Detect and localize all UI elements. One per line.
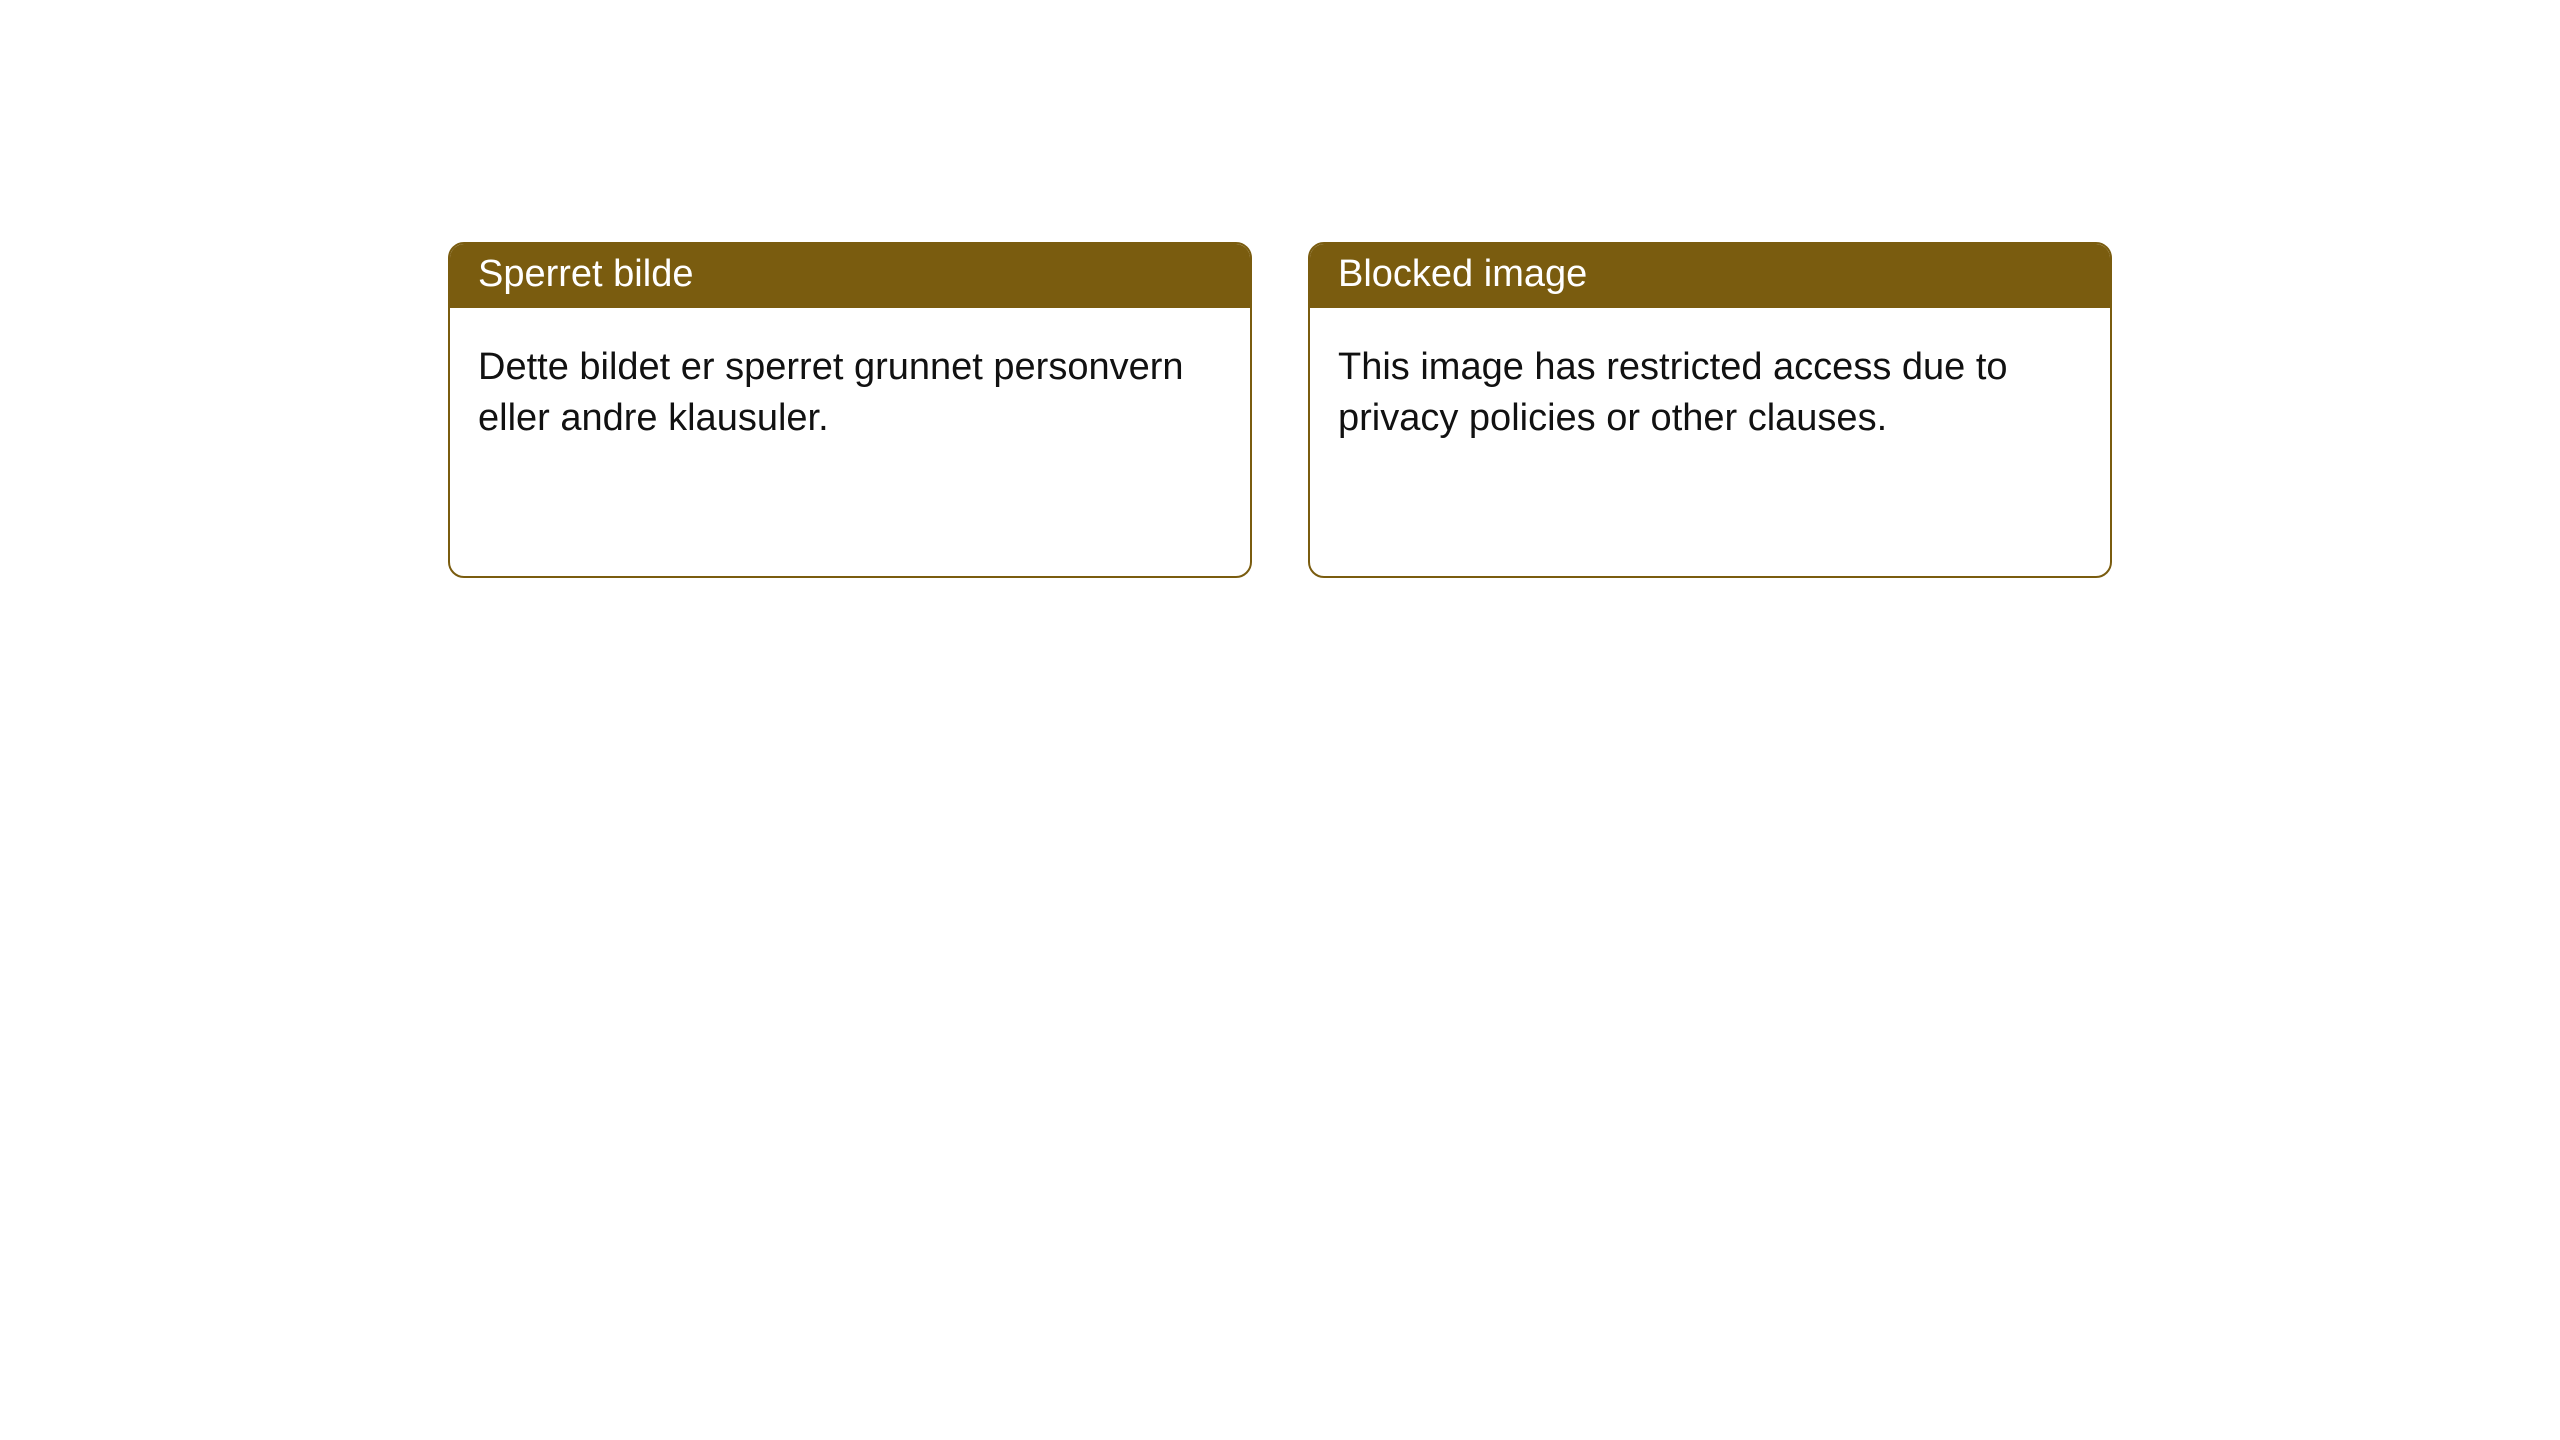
notice-card-english: Blocked image This image has restricted … (1308, 242, 2112, 578)
notice-title: Sperret bilde (450, 244, 1250, 308)
notice-title: Blocked image (1310, 244, 2110, 308)
notice-card-norwegian: Sperret bilde Dette bildet er sperret gr… (448, 242, 1252, 578)
notice-body: This image has restricted access due to … (1310, 308, 2110, 479)
notice-container: Sperret bilde Dette bildet er sperret gr… (0, 0, 2560, 578)
notice-body: Dette bildet er sperret grunnet personve… (450, 308, 1250, 479)
